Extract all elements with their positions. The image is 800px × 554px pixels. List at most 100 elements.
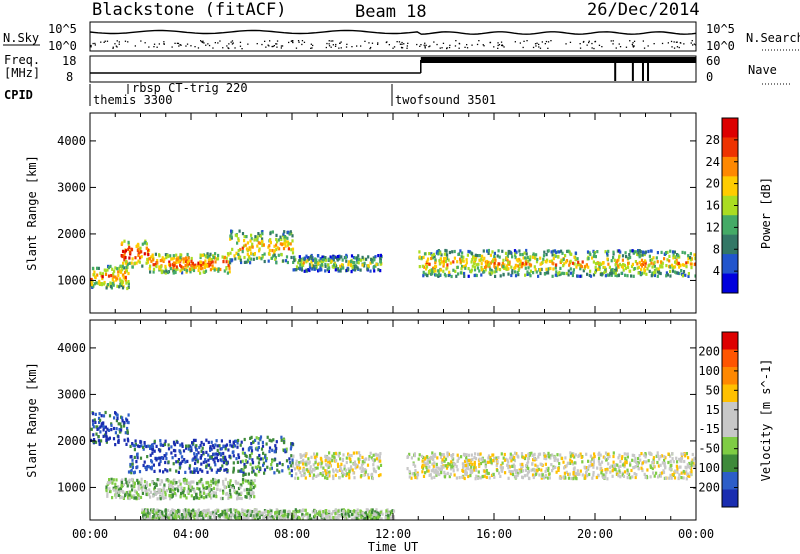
data-cell — [514, 451, 517, 455]
data-cell — [489, 253, 492, 257]
data-cell — [507, 251, 510, 256]
data-cell — [102, 414, 106, 418]
data-cell — [337, 509, 340, 513]
data-cell — [295, 459, 298, 463]
nsearch-dot — [212, 47, 214, 49]
data-cell — [506, 258, 509, 262]
data-cell — [338, 514, 341, 518]
data-cell — [180, 489, 183, 493]
data-cell — [652, 458, 655, 462]
data-cell — [221, 255, 224, 259]
data-cell — [416, 471, 419, 475]
data-cell — [339, 264, 342, 268]
data-cell — [139, 246, 142, 250]
data-cell — [255, 238, 258, 242]
data-cell — [333, 255, 336, 259]
data-cell — [291, 461, 294, 465]
data-cell — [433, 452, 437, 456]
data-cell — [484, 260, 487, 264]
data-cell — [127, 490, 130, 494]
data-cell — [132, 481, 135, 485]
data-cell — [591, 476, 594, 480]
data-cell — [354, 463, 358, 467]
data-cell — [470, 453, 473, 457]
data-cell — [414, 464, 417, 468]
data-cell — [682, 452, 685, 456]
data-cell — [659, 471, 662, 475]
data-cell — [640, 258, 644, 262]
data-cell — [521, 455, 524, 459]
data-cell — [224, 444, 227, 448]
data-cell — [129, 444, 132, 448]
data-cell — [239, 247, 242, 252]
data-cell — [551, 453, 554, 457]
data-cell — [318, 268, 321, 272]
data-cell — [621, 455, 624, 459]
nsearch-dot — [140, 40, 142, 42]
data-cell — [646, 468, 649, 472]
nsearch-dot — [268, 45, 270, 47]
data-cell — [495, 269, 498, 273]
data-cell — [214, 252, 217, 256]
data-cell — [132, 443, 135, 447]
nsearch-dot — [100, 41, 102, 43]
data-cell — [375, 508, 378, 512]
data-cell — [443, 475, 447, 479]
data-cell — [215, 439, 218, 443]
data-cell — [120, 489, 123, 493]
data-cell — [233, 515, 237, 519]
data-cell — [112, 426, 116, 431]
data-cell — [131, 458, 134, 462]
data-cell — [659, 463, 662, 467]
data-cell — [328, 474, 331, 478]
data-cell — [127, 280, 130, 284]
data-cell — [606, 251, 609, 255]
nsearch-dot — [276, 46, 278, 48]
data-cell — [298, 509, 301, 513]
data-cell — [416, 476, 419, 480]
data-cell — [201, 469, 204, 473]
data-cell — [528, 272, 531, 276]
data-cell — [584, 474, 587, 478]
data-cell — [574, 461, 577, 465]
data-cell — [216, 257, 219, 261]
data-cell — [186, 515, 190, 519]
data-cell — [257, 461, 261, 465]
data-cell — [169, 497, 172, 501]
data-cell — [171, 511, 174, 515]
data-cell — [282, 232, 285, 236]
data-cell — [643, 271, 646, 275]
data-cell — [148, 257, 151, 261]
data-cell — [317, 462, 320, 466]
nsearch-dot — [276, 43, 278, 45]
nsearch-dot — [115, 45, 117, 47]
data-cell — [259, 435, 263, 439]
data-cell — [671, 457, 674, 461]
data-cell — [515, 264, 518, 268]
data-cell — [156, 261, 159, 265]
data-cell — [291, 442, 294, 446]
data-cell — [148, 512, 151, 516]
data-cell — [435, 465, 438, 469]
data-cell — [314, 514, 317, 518]
data-cell — [647, 249, 650, 254]
data-cell — [181, 444, 184, 448]
data-cell — [630, 468, 633, 473]
data-cell — [590, 463, 593, 468]
xtick-label: 08:00 — [274, 527, 310, 541]
data-cell — [251, 470, 254, 474]
data-cell — [143, 252, 146, 256]
data-cell — [280, 438, 283, 442]
data-cell — [560, 259, 563, 263]
data-cell — [611, 469, 614, 473]
data-cell — [272, 438, 275, 442]
data-cell — [392, 509, 396, 513]
data-cell — [232, 468, 235, 472]
data-cell — [185, 514, 188, 518]
data-cell — [216, 444, 219, 448]
data-cell — [151, 253, 154, 257]
data-cell — [297, 476, 300, 480]
data-cell — [164, 468, 167, 472]
data-cell — [461, 251, 464, 255]
data-cell — [379, 452, 382, 456]
